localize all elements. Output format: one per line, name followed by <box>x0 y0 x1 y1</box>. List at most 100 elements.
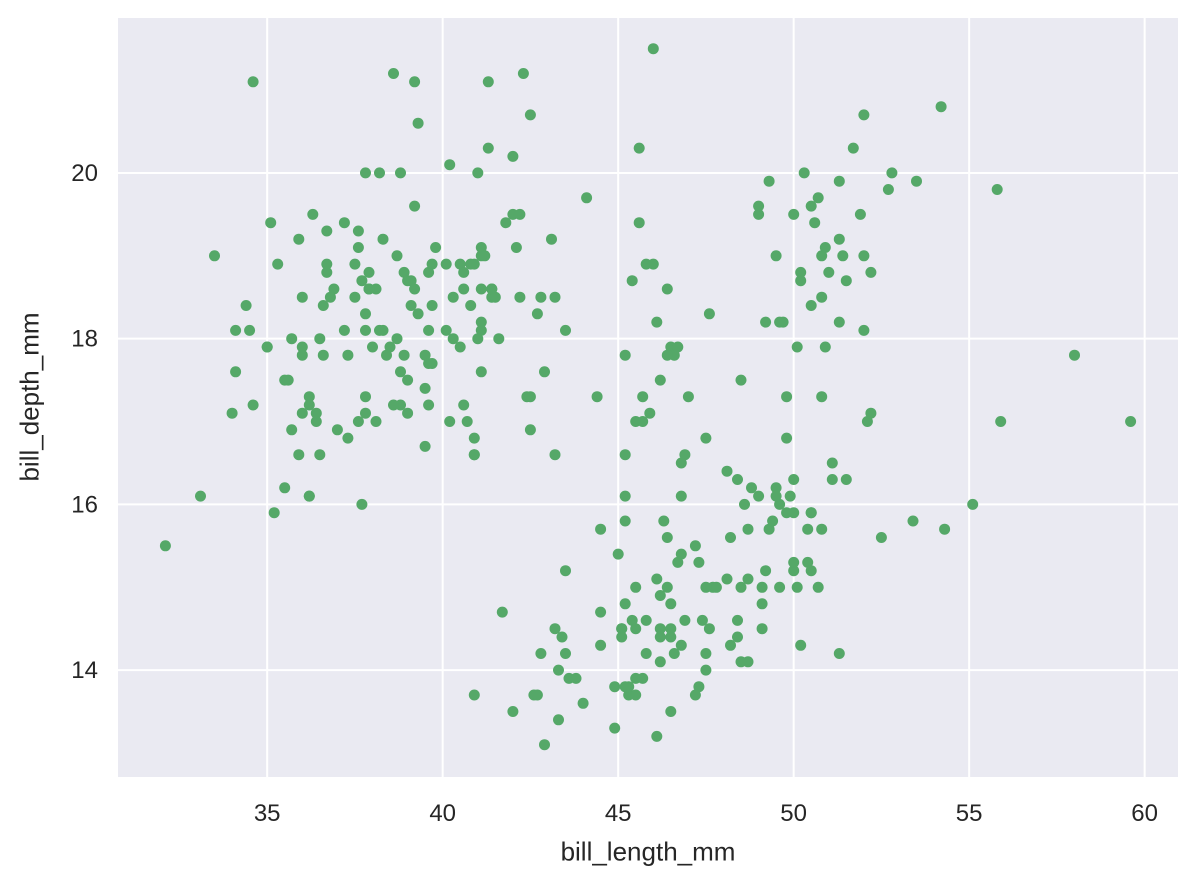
data-point <box>303 399 315 411</box>
data-point <box>995 416 1007 427</box>
data-point <box>735 374 747 386</box>
data-point <box>282 374 294 386</box>
data-point <box>426 358 438 369</box>
data-point <box>524 391 536 403</box>
data-point <box>661 283 673 295</box>
data-point <box>468 689 480 701</box>
data-point <box>514 208 526 220</box>
data-point <box>781 432 793 444</box>
data-point <box>795 266 807 278</box>
data-point <box>623 689 635 701</box>
data-point <box>440 324 452 336</box>
data-point <box>546 233 557 245</box>
data-point <box>423 399 435 411</box>
data-point <box>805 507 817 519</box>
data-point <box>240 300 252 311</box>
data-point <box>468 449 480 461</box>
data-point <box>630 623 642 635</box>
data-point <box>756 598 768 610</box>
data-point <box>556 631 568 643</box>
data-point <box>672 341 684 353</box>
data-point <box>651 316 663 328</box>
data-point <box>886 167 898 179</box>
data-point <box>812 192 824 204</box>
data-point <box>833 648 845 659</box>
data-point <box>338 324 350 336</box>
data-point <box>609 681 621 693</box>
data-point <box>753 208 765 220</box>
data-point <box>524 424 536 436</box>
data-point <box>619 598 631 610</box>
data-point <box>739 498 750 510</box>
data-point <box>419 382 431 394</box>
data-point <box>767 515 779 527</box>
data-point <box>454 258 466 270</box>
data-point <box>560 324 571 336</box>
data-point <box>644 407 656 419</box>
data-point <box>409 200 421 212</box>
data-point <box>356 498 368 510</box>
data-point <box>735 656 747 668</box>
data-point <box>409 283 421 295</box>
data-point <box>619 449 631 461</box>
data-point <box>675 639 687 651</box>
data-point <box>689 540 701 552</box>
data-point <box>760 316 772 328</box>
data-point <box>935 101 947 113</box>
data-point <box>496 606 508 618</box>
data-point <box>647 43 659 55</box>
data-point <box>682 391 694 403</box>
data-point <box>444 416 456 427</box>
data-point <box>742 573 754 585</box>
data-point <box>391 333 403 345</box>
data-point <box>679 449 691 461</box>
data-point <box>539 366 550 378</box>
data-point <box>317 300 329 311</box>
data-point <box>770 490 782 502</box>
data-point <box>374 167 385 179</box>
data-point <box>475 324 487 336</box>
data-point <box>791 581 803 593</box>
y-tick-label: 20 <box>71 160 98 187</box>
data-point <box>788 565 800 577</box>
data-point <box>549 623 561 635</box>
data-point <box>700 648 712 659</box>
data-point <box>244 324 256 336</box>
data-point <box>861 416 873 427</box>
data-point <box>447 333 459 345</box>
data-point <box>858 109 870 121</box>
data-point <box>858 250 870 262</box>
data-point <box>303 391 315 403</box>
data-point <box>412 117 424 129</box>
data-point <box>637 391 649 403</box>
data-point <box>854 208 866 220</box>
data-point <box>774 498 786 510</box>
data-point <box>661 349 673 361</box>
x-axis-label: bill_length_mm <box>560 836 736 867</box>
data-point <box>352 416 364 427</box>
data-point <box>619 515 631 527</box>
data-point <box>314 333 326 345</box>
data-point <box>774 316 786 328</box>
data-point <box>939 523 951 535</box>
data-point <box>763 175 775 187</box>
data-point <box>500 217 512 229</box>
x-tick-label: 55 <box>956 800 983 827</box>
data-point <box>675 457 687 469</box>
data-point <box>700 432 712 444</box>
data-point <box>725 532 736 543</box>
data-point <box>247 399 259 411</box>
data-point <box>356 275 368 287</box>
data-point <box>675 548 687 560</box>
data-point <box>595 606 607 618</box>
data-point <box>907 515 919 527</box>
data-point <box>595 639 607 651</box>
data-point <box>696 614 708 626</box>
data-point <box>654 623 666 635</box>
data-point <box>486 283 498 295</box>
data-point <box>472 333 484 345</box>
data-point <box>272 258 284 270</box>
y-axis-label: bill_depth_mm <box>14 312 45 482</box>
data-point <box>472 167 484 179</box>
